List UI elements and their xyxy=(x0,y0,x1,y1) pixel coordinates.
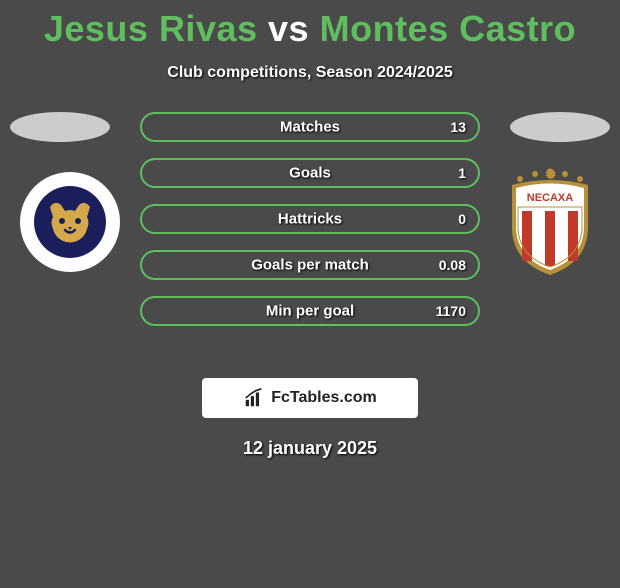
stat-value-right: 13 xyxy=(450,119,466,135)
stat-value-right: 1170 xyxy=(436,303,466,319)
stat-label: Hattricks xyxy=(278,211,342,228)
stat-row-goals-per-match: Goals per match 0.08 xyxy=(140,250,480,280)
puma-face-icon xyxy=(45,197,95,247)
stat-label: Matches xyxy=(280,119,340,136)
comparison-area: NECAXA Matches 13 Goals 1 Hattricks 0 Go… xyxy=(0,112,620,372)
subtitle: Club competitions, Season 2024/2025 xyxy=(0,64,620,82)
footer-brand-card: FcTables.com xyxy=(202,378,418,418)
stat-rows: Matches 13 Goals 1 Hattricks 0 Goals per… xyxy=(140,112,480,342)
stat-row-hattricks: Hattricks 0 xyxy=(140,204,480,234)
footer-brand-text: FcTables.com xyxy=(271,389,377,407)
bar-chart-icon xyxy=(243,387,265,409)
stat-label: Min per goal xyxy=(266,303,354,320)
stat-value-right: 0.08 xyxy=(439,257,466,273)
player1-photo-placeholder xyxy=(10,112,110,142)
page-title: Jesus Rivas vs Montes Castro xyxy=(0,8,620,50)
necaxa-badge: NECAXA xyxy=(500,167,600,277)
stat-label: Goals xyxy=(289,165,331,182)
player2-club-badge: NECAXA xyxy=(500,167,600,277)
date-text: 12 january 2025 xyxy=(0,438,620,459)
stat-label: Goals per match xyxy=(251,257,369,274)
pumas-badge-inner xyxy=(34,186,106,258)
vs-text: vs xyxy=(268,8,309,49)
player1-name: Jesus Rivas xyxy=(44,8,258,49)
shield-icon: NECAXA xyxy=(500,167,600,277)
player2-photo-placeholder xyxy=(510,112,610,142)
stat-value-right: 1 xyxy=(458,165,466,181)
stat-row-matches: Matches 13 xyxy=(140,112,480,142)
player1-club-badge xyxy=(20,172,120,272)
stat-row-goals: Goals 1 xyxy=(140,158,480,188)
stat-row-min-per-goal: Min per goal 1170 xyxy=(140,296,480,326)
necaxa-label: NECAXA xyxy=(527,192,574,204)
stat-value-right: 0 xyxy=(458,211,466,227)
player2-name: Montes Castro xyxy=(320,8,577,49)
